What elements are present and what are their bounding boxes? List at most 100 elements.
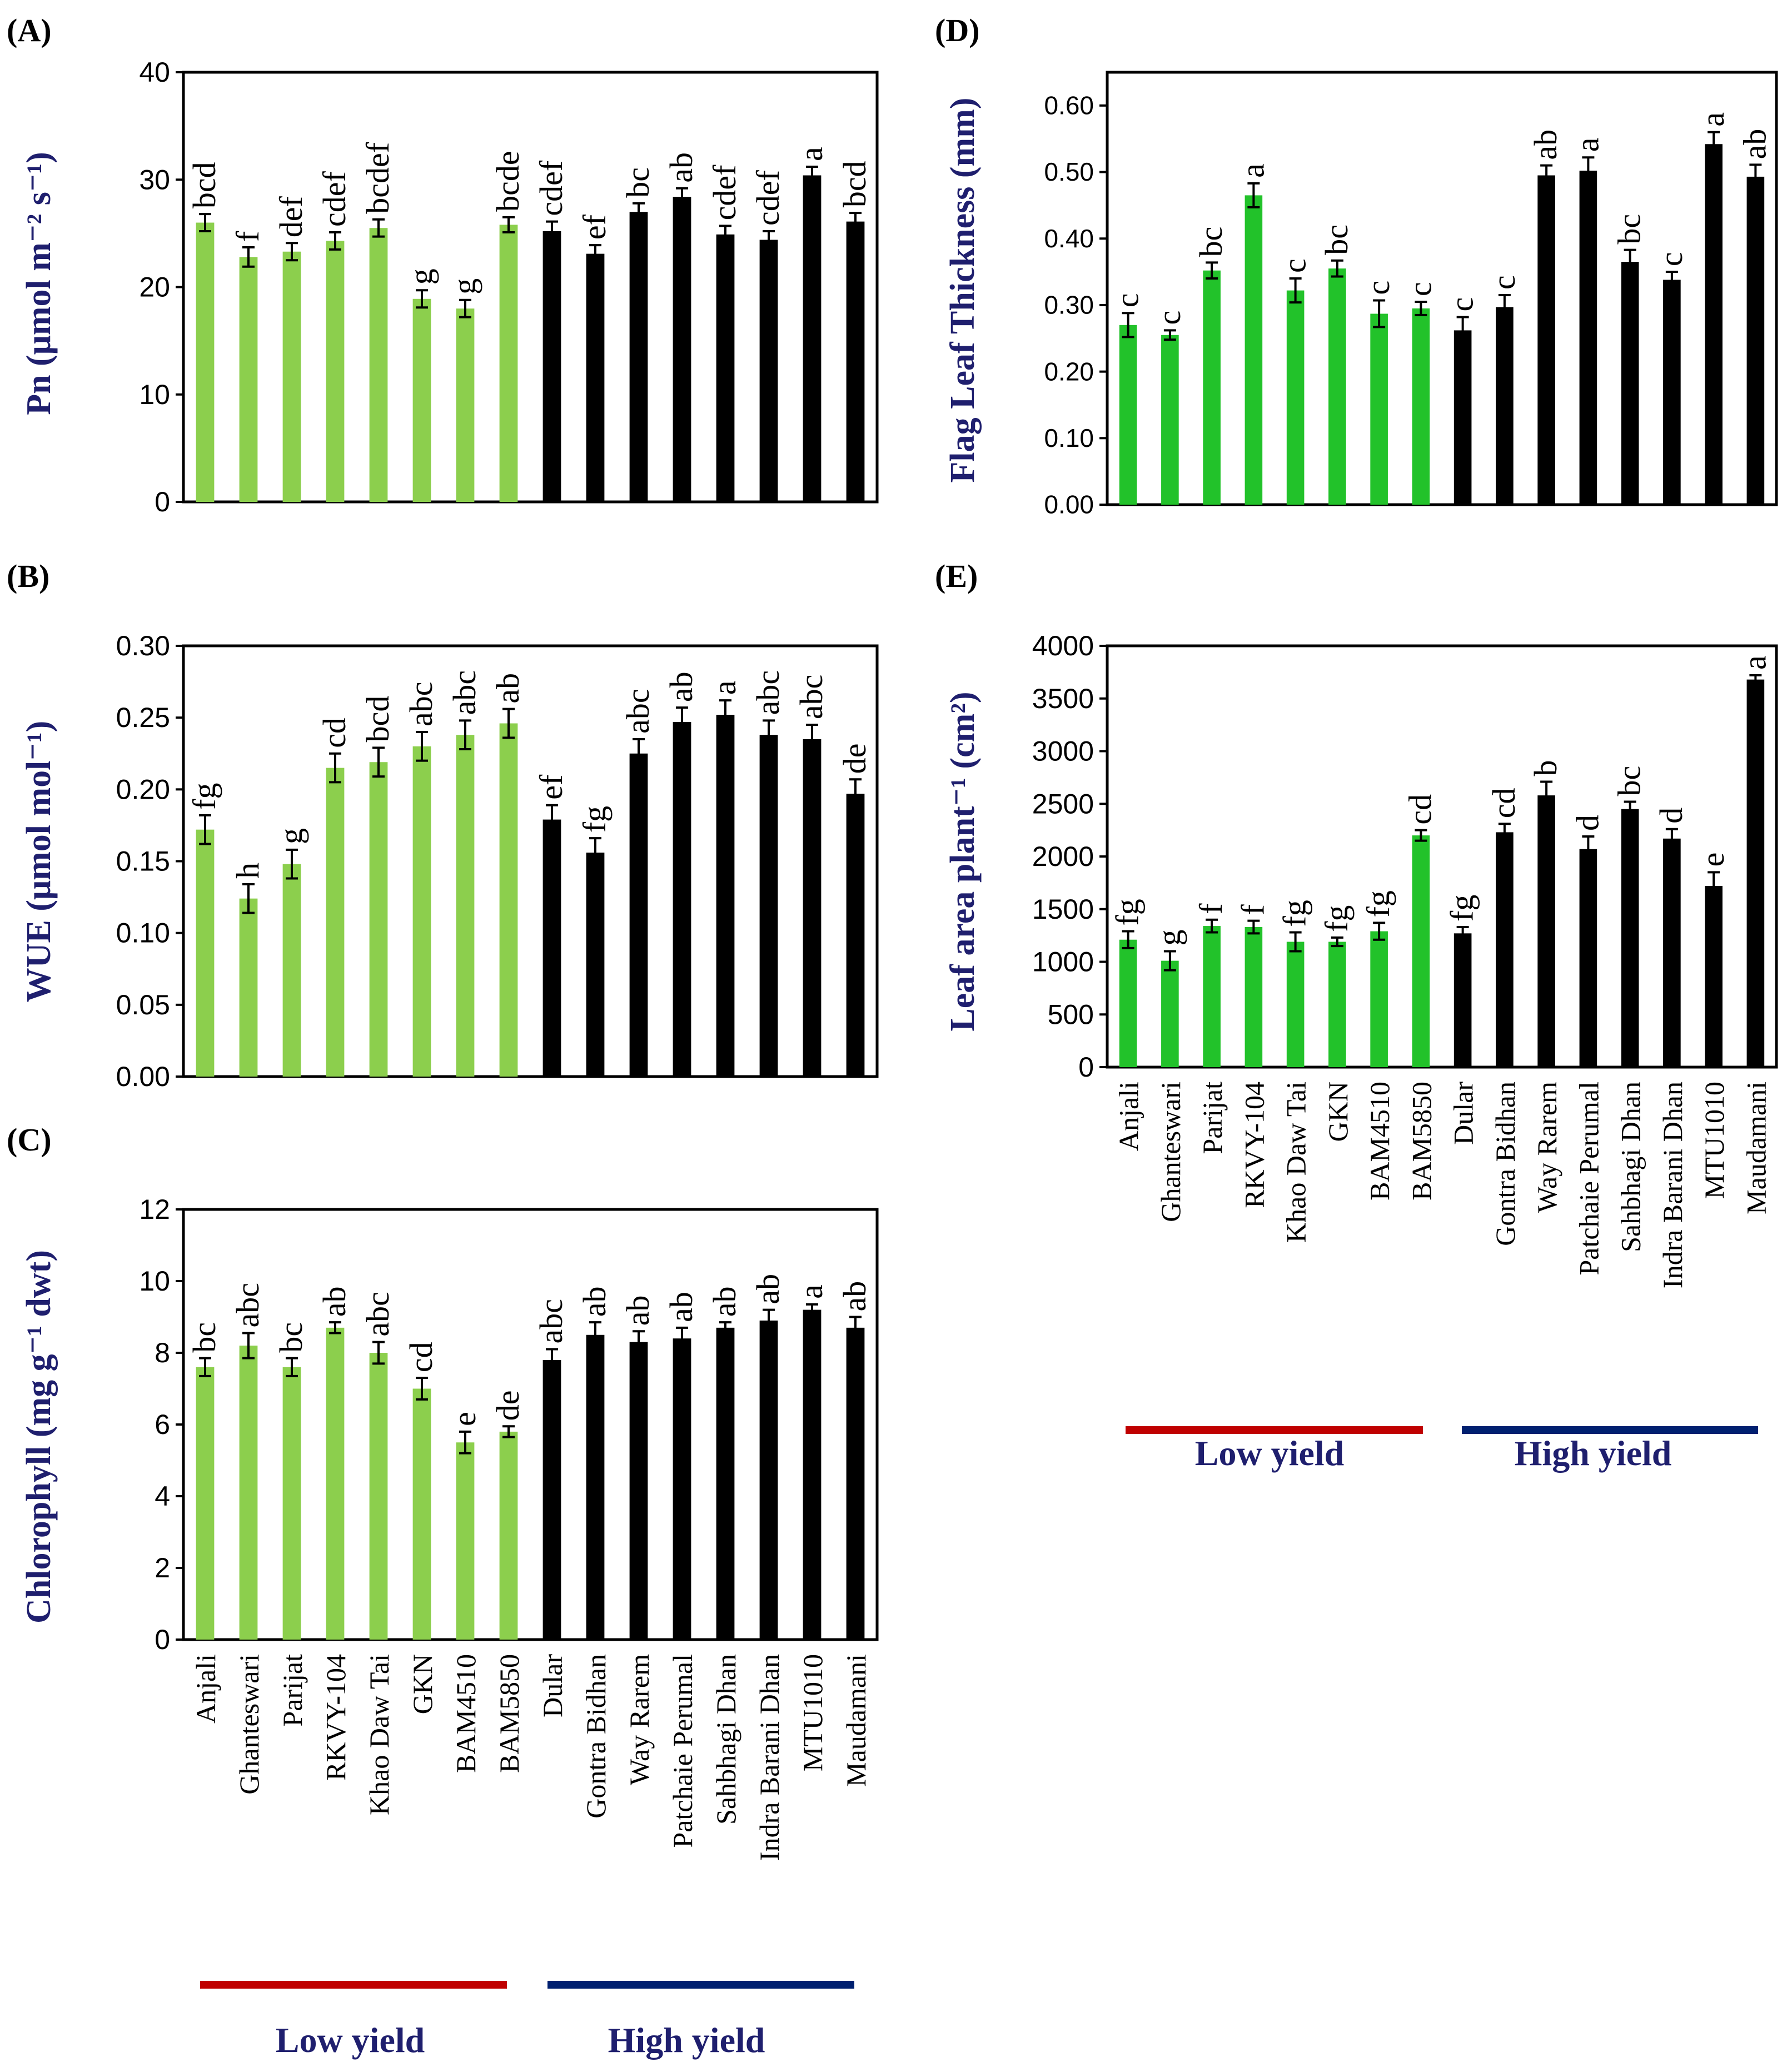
significance-letter: bcd bbox=[837, 161, 873, 207]
significance-letter: bc bbox=[1611, 766, 1647, 796]
significance-letter: a bbox=[1736, 655, 1773, 670]
y-tick-label: 6 bbox=[155, 1409, 170, 1440]
bar bbox=[1621, 809, 1639, 1067]
y-tick-label: 2 bbox=[155, 1552, 170, 1583]
significance-letter: cdef bbox=[750, 170, 786, 226]
panel-label-b: (B) bbox=[7, 558, 49, 594]
significance-letter: c bbox=[1444, 297, 1480, 312]
bar bbox=[1621, 262, 1639, 505]
significance-letter: def bbox=[273, 196, 309, 238]
y-tick-label: 1500 bbox=[1032, 894, 1094, 925]
y-tick-label: 0 bbox=[155, 486, 170, 517]
bar bbox=[239, 257, 258, 502]
category-label: Gontra Bidhan bbox=[580, 1654, 611, 1819]
significance-letter: g bbox=[403, 268, 439, 285]
significance-letter: a bbox=[1235, 163, 1271, 178]
bar bbox=[1203, 926, 1221, 1067]
y-tick-label: 12 bbox=[139, 1194, 170, 1225]
y-tick-label: 0.50 bbox=[1044, 157, 1094, 186]
significance-letter: bc bbox=[1611, 214, 1647, 245]
category-label: BAM5850 bbox=[1406, 1082, 1437, 1201]
category-label: Sahbhagi Dhan bbox=[1615, 1082, 1646, 1252]
significance-letter: e bbox=[1695, 853, 1731, 867]
y-tick-label: 0.10 bbox=[1044, 424, 1094, 452]
category-label: Parijat bbox=[277, 1654, 308, 1727]
significance-letter: ab bbox=[750, 1274, 786, 1304]
significance-letter: bcde bbox=[490, 151, 526, 212]
bar bbox=[803, 1309, 822, 1640]
bar bbox=[542, 819, 561, 1077]
category-label: Patchaie Perumal bbox=[667, 1654, 698, 1848]
bar bbox=[282, 251, 301, 502]
significance-letter: fg bbox=[1444, 895, 1480, 922]
bar bbox=[239, 898, 258, 1077]
significance-letter: bcd bbox=[186, 162, 222, 208]
y-tick-label: 40 bbox=[139, 57, 170, 88]
significance-letter: ab bbox=[1527, 130, 1564, 160]
significance-letter: cdef bbox=[706, 165, 743, 220]
y-tick-label: 0.15 bbox=[116, 846, 170, 877]
category-label: Ghanteswari bbox=[233, 1654, 265, 1795]
category-label: Anjali bbox=[190, 1654, 221, 1724]
bar bbox=[846, 1327, 865, 1640]
bar bbox=[629, 753, 648, 1077]
significance-letter: ab bbox=[663, 152, 699, 183]
significance-letter: cdef bbox=[316, 171, 352, 226]
bar bbox=[369, 762, 388, 1077]
significance-letter: bc bbox=[620, 167, 656, 198]
bar bbox=[1119, 325, 1137, 505]
bar bbox=[1453, 933, 1472, 1067]
significance-letter: d bbox=[1653, 808, 1689, 824]
significance-letter: fg bbox=[1318, 905, 1355, 932]
bar bbox=[1161, 335, 1179, 505]
bar bbox=[803, 739, 822, 1077]
category-label: Dular bbox=[537, 1654, 568, 1717]
significance-letter: bc bbox=[273, 1322, 309, 1353]
significance-letter: c bbox=[1151, 311, 1187, 325]
y-tick-label: 0.00 bbox=[1044, 490, 1094, 519]
bar bbox=[1746, 176, 1765, 505]
bar bbox=[716, 1327, 735, 1640]
yield-legend-left: Low yield High yield bbox=[200, 1981, 854, 2060]
bar bbox=[542, 1359, 561, 1640]
significance-letter: c bbox=[1486, 275, 1522, 290]
y-tick-label: 0.30 bbox=[116, 630, 170, 661]
bar bbox=[673, 1338, 691, 1640]
bar bbox=[282, 864, 301, 1077]
y-axis-label-a: Pn (μmol m⁻² s⁻¹) bbox=[20, 152, 58, 415]
bar bbox=[456, 308, 475, 502]
bar bbox=[629, 1342, 648, 1640]
bar bbox=[1412, 835, 1430, 1067]
category-label: RKVY-104 bbox=[1238, 1082, 1270, 1208]
significance-letter: bcd bbox=[360, 696, 396, 743]
bar bbox=[1705, 886, 1723, 1067]
y-axis-label-b: WUE (μmol mol⁻¹) bbox=[20, 721, 58, 1003]
category-label: Khao Daw Tai bbox=[364, 1654, 395, 1815]
significance-letter: g bbox=[446, 278, 482, 295]
bar bbox=[1663, 280, 1681, 505]
significance-letter: cd bbox=[1402, 794, 1438, 825]
bar bbox=[1286, 942, 1305, 1067]
y-axis-label-e: Leaf area plant⁻¹ (cm²) bbox=[944, 691, 982, 1031]
category-label: Anjali bbox=[1113, 1082, 1144, 1151]
bar bbox=[716, 234, 735, 502]
bar bbox=[1496, 832, 1514, 1067]
category-label: Patchaie Perumal bbox=[1573, 1082, 1604, 1276]
significance-letter: f bbox=[230, 231, 266, 242]
panel-c: (C) Chlorophyll (mg g⁻¹ dwt) 0 2 4 6 8 10 12 bc… bbox=[7, 1122, 879, 1861]
bar bbox=[499, 723, 518, 1077]
y-tick-label: 0.10 bbox=[116, 918, 170, 949]
bar bbox=[846, 794, 865, 1077]
bar bbox=[196, 222, 215, 502]
y-tick-label: 20 bbox=[139, 272, 170, 303]
y-tick-label: 0.00 bbox=[116, 1061, 170, 1092]
category-label: BAM4510 bbox=[450, 1654, 481, 1773]
significance-letter: g bbox=[1151, 930, 1187, 946]
bar bbox=[412, 1388, 431, 1640]
bar bbox=[412, 298, 431, 502]
category-label: Way Rarem bbox=[1531, 1082, 1562, 1213]
high-yield-label: High yield bbox=[608, 2020, 765, 2060]
significance-letter: abc bbox=[793, 675, 829, 720]
low-yield-label: Low yield bbox=[1195, 1433, 1344, 1473]
